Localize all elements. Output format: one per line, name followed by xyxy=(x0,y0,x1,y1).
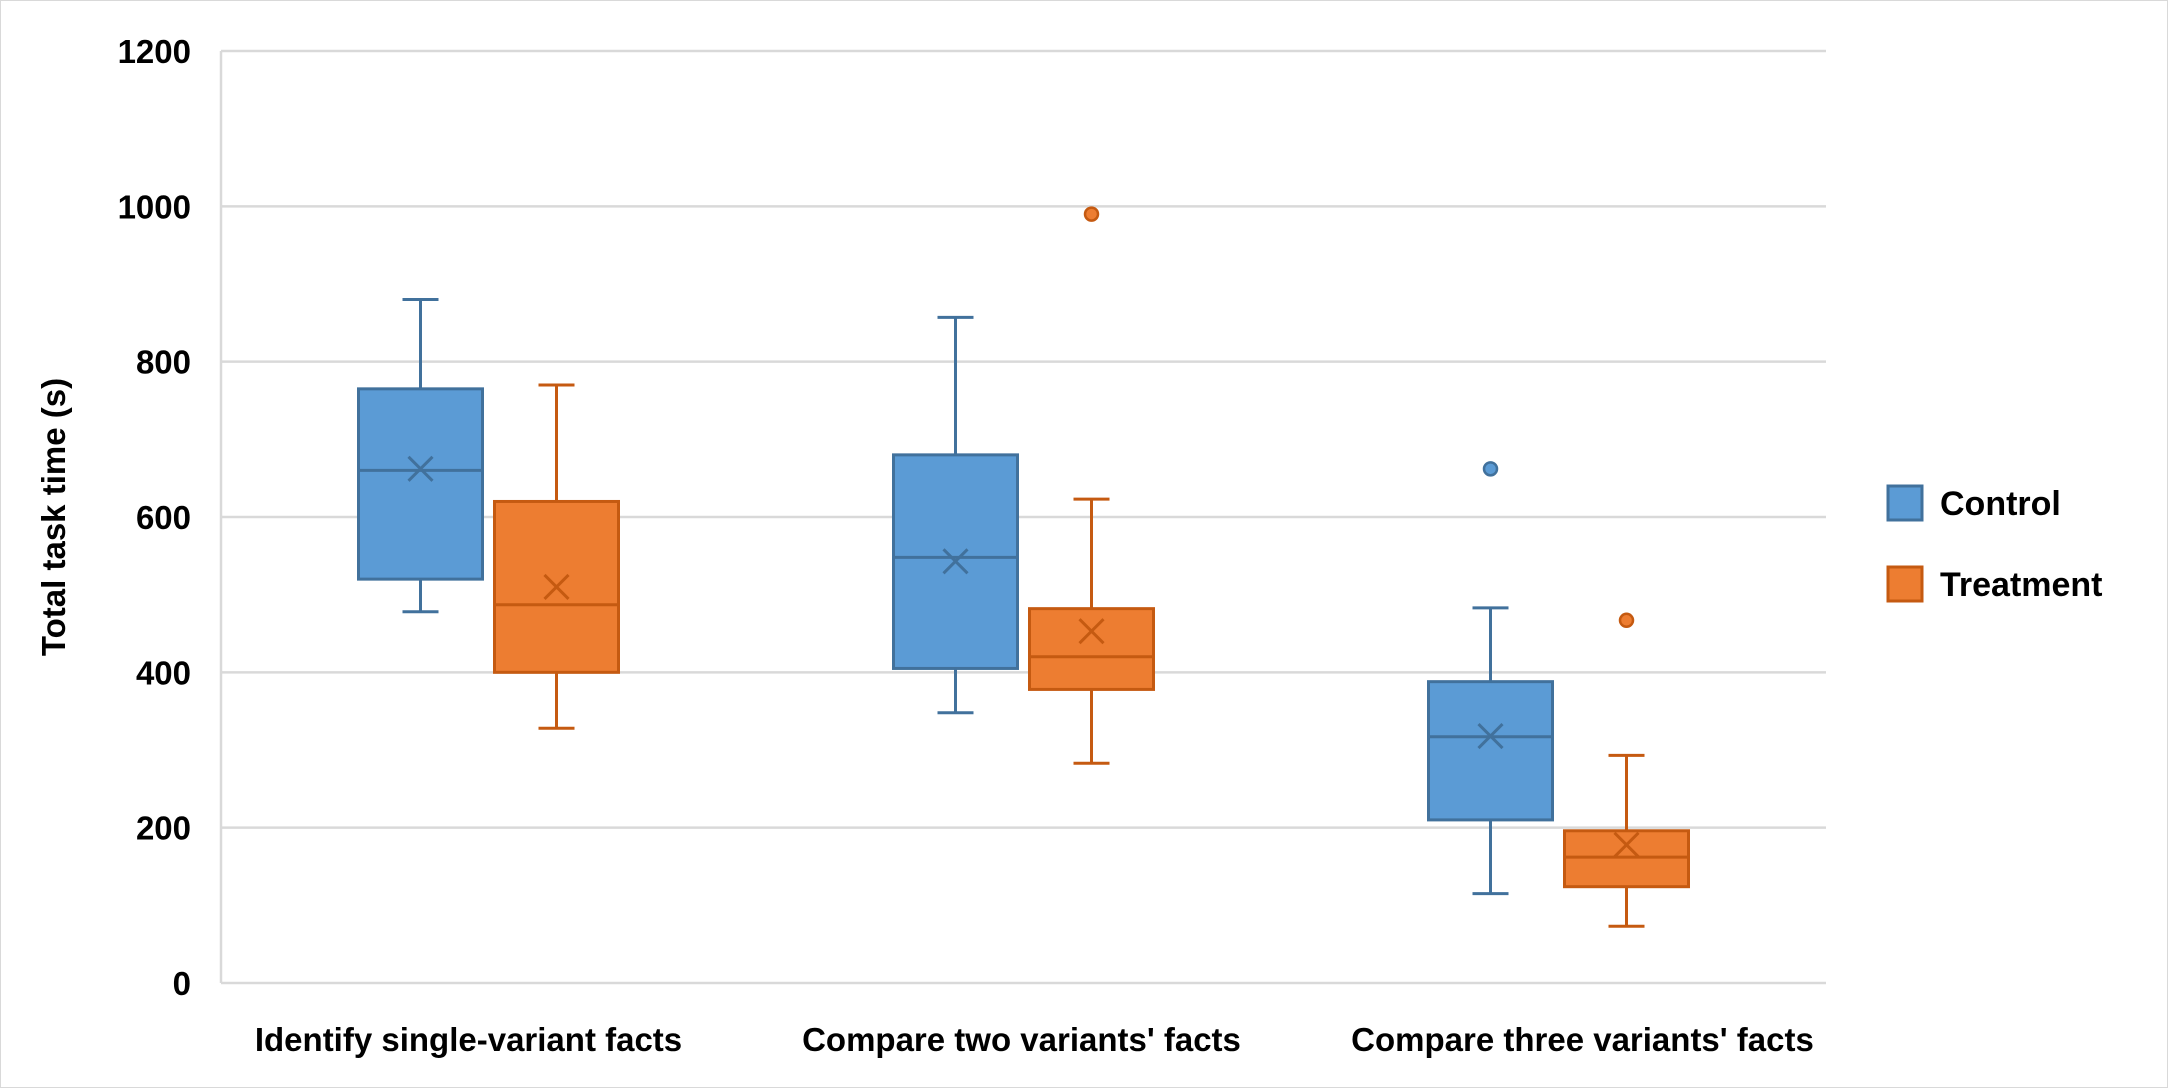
mean-marker xyxy=(1078,618,1105,645)
legend-item-treatment[interactable]: Treatment xyxy=(1886,565,2103,604)
category-label: Compare two variants' facts xyxy=(802,1021,1241,1058)
mean-marker-stroke xyxy=(1078,618,1105,645)
mean-marker xyxy=(1477,722,1504,750)
box-control-2 xyxy=(1427,461,1554,896)
box-treatment-0 xyxy=(493,383,620,730)
labels: 0 200 400 600 800 1000 1200 Total task time (s)… xyxy=(35,33,1814,1058)
category-label: Identify single-variant facts xyxy=(255,1021,682,1058)
box-treatment-1 xyxy=(1028,206,1155,765)
outlier-point xyxy=(1083,206,1100,222)
mean-marker-stroke xyxy=(942,548,969,575)
legend-item-control[interactable]: Control xyxy=(1886,484,2061,523)
iqr-box xyxy=(892,453,1019,670)
y-tick-label-0: 0 xyxy=(173,965,191,1002)
y-tick-label-200: 200 xyxy=(136,810,191,847)
y-tick-label-600: 600 xyxy=(136,499,191,536)
mean-marker-stroke xyxy=(543,573,570,600)
legend-label: Treatment xyxy=(1940,566,2103,604)
box-control-0 xyxy=(357,298,484,614)
mean-marker-stroke xyxy=(1613,831,1640,858)
category-label: Compare three variants' facts xyxy=(1351,1021,1814,1058)
iqr-box xyxy=(1427,680,1554,822)
mean-marker xyxy=(1613,831,1640,858)
gridlines xyxy=(221,49,1826,985)
mean-marker xyxy=(407,455,434,482)
legend[interactable]: Control Treatment xyxy=(1886,484,2103,604)
outlier-point xyxy=(1618,612,1635,629)
iqr-box xyxy=(1563,829,1690,889)
y-axis-title: Total task time (s) xyxy=(35,378,72,656)
box-control-1 xyxy=(892,315,1019,715)
legend-swatch xyxy=(1886,565,1924,603)
mean-marker-stroke xyxy=(407,455,434,482)
mean-marker xyxy=(543,573,570,600)
box-treatment-2 xyxy=(1563,612,1690,928)
boxes xyxy=(357,206,1690,928)
y-tick-label-400: 400 xyxy=(136,654,191,691)
mean-marker-stroke xyxy=(1477,722,1504,750)
legend-swatch xyxy=(1886,484,1924,522)
iqr-box xyxy=(357,387,484,581)
iqr-box xyxy=(1028,607,1155,691)
y-tick-label-1200: 1200 xyxy=(118,33,191,70)
mean-marker xyxy=(942,548,969,575)
y-tick-label-800: 800 xyxy=(136,344,191,381)
y-tick-label-1000: 1000 xyxy=(118,188,191,225)
legend-label: Control xyxy=(1940,485,2061,523)
outlier-point xyxy=(1482,461,1499,477)
